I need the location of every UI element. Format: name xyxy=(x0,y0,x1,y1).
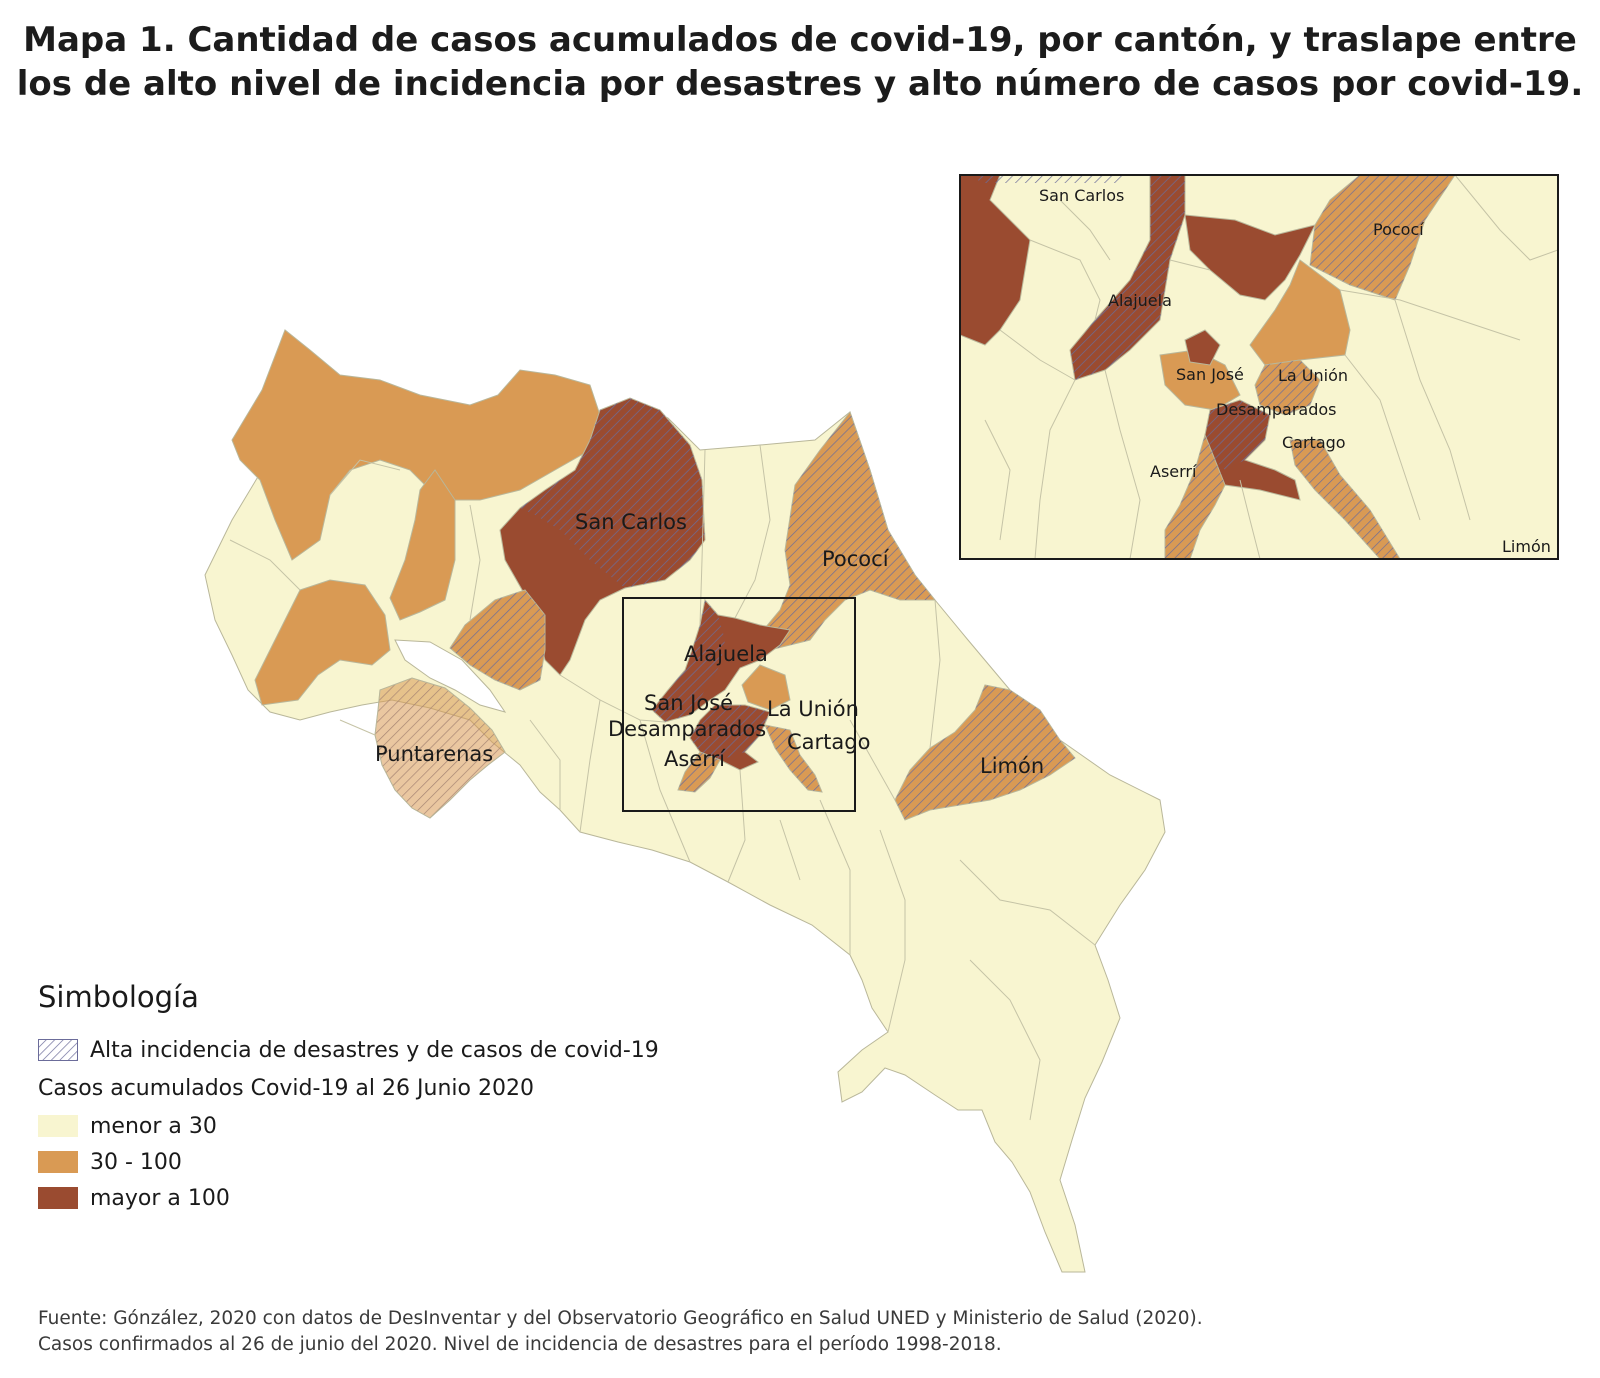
swatch-high xyxy=(38,1187,78,1209)
map-title: Mapa 1. Cantidad de casos acumulados de … xyxy=(0,18,1600,106)
inset-pococi-hatch xyxy=(1310,175,1455,300)
inset-san-carlos-hatch xyxy=(975,175,1125,183)
alajuela-hatch xyxy=(652,600,725,722)
inset-desamparados-hatch xyxy=(1205,400,1270,470)
inset-cartago-hatch xyxy=(1290,440,1400,559)
inset-frame xyxy=(959,174,1559,560)
inset-label-pococi: Pococí xyxy=(1373,220,1424,239)
label-la-union: La Unión xyxy=(767,697,859,721)
swatch-low xyxy=(38,1115,78,1137)
source-note: Fuente: Gónzález, 2020 con datos de DesI… xyxy=(38,1306,1203,1358)
label-san-jose: San José xyxy=(644,691,733,715)
san-carlos-hatch xyxy=(520,398,705,588)
label-san-carlos: San Carlos xyxy=(575,510,687,534)
label-cartago: Cartago xyxy=(787,730,870,754)
legend-class-mid: 30 - 100 xyxy=(38,1144,659,1180)
swatch-mid xyxy=(38,1151,78,1173)
inset-label-limon: Limón xyxy=(1502,537,1551,556)
legend: Simbología Alta incidencia de desastres … xyxy=(38,980,659,1216)
san-jose-canton xyxy=(741,664,791,711)
country-base xyxy=(204,394,1166,1273)
gulf-of-nicoya xyxy=(394,639,507,713)
map-title-line-1: Mapa 1. Cantidad de casos acumulados de … xyxy=(23,20,1577,60)
inset-la-union-hatch xyxy=(1255,360,1320,415)
inset-label-la-union: La Unión xyxy=(1278,366,1348,385)
label-pococi: Pococí xyxy=(822,547,890,571)
label-limon: Limón xyxy=(980,754,1044,778)
inset-aserri-hatch xyxy=(1165,435,1225,559)
legend-class-high-label: mayor a 100 xyxy=(90,1185,230,1211)
inset-san-jose-high xyxy=(1184,329,1221,366)
inset-label-desamparados: Desamparados xyxy=(1216,400,1337,419)
inset-label-san-carlos: San Carlos xyxy=(1039,186,1124,205)
aserri-hatch xyxy=(678,752,720,792)
label-desamparados: Desamparados xyxy=(608,717,766,741)
legend-hatch-item: Alta incidencia de desastres y de casos … xyxy=(38,1032,659,1068)
guanacaste-north xyxy=(231,329,601,561)
inset-label-alajuela: Alajuela xyxy=(1108,291,1172,310)
inset-label-cartago: Cartago xyxy=(1282,433,1346,452)
legend-class-mid-label: 30 - 100 xyxy=(90,1149,182,1175)
inset-map: San Carlos Pococí Alajuela San José La U… xyxy=(959,174,1559,560)
legend-class-low-label: menor a 30 xyxy=(90,1113,217,1139)
desamparados-hatch xyxy=(690,705,770,760)
pococi-hatch xyxy=(755,412,935,650)
hatch-swatch-icon xyxy=(38,1039,78,1061)
legend-class-low: menor a 30 xyxy=(38,1108,659,1144)
label-aserri: Aserrí xyxy=(664,747,726,771)
legend-class-high: mayor a 100 xyxy=(38,1180,659,1216)
inset-alajuela-hatch xyxy=(1070,175,1185,380)
inset-label-san-jose: San José xyxy=(1176,365,1244,384)
inset-locator-box xyxy=(622,597,856,812)
label-alajuela: Alajuela xyxy=(684,642,768,666)
source-line-2: Casos confirmados al 26 de junio del 202… xyxy=(38,1334,1002,1355)
guanacaste-central xyxy=(254,579,391,706)
puntarenas-peninsula-fill xyxy=(374,677,506,819)
puntarenas-coast-hatch xyxy=(450,590,545,690)
map-title-line-2: los de alto nivel de incidencia por desa… xyxy=(16,64,1584,104)
legend-title: Simbología xyxy=(38,980,199,1014)
inset-north-high xyxy=(1184,214,1316,301)
inset-label-aserri: Aserrí xyxy=(1150,462,1197,481)
cartago-hatch xyxy=(765,725,822,792)
inset-canton-borders xyxy=(984,175,1558,559)
inset-san-carlos-west xyxy=(960,175,1031,346)
legend-subtitle: Casos acumulados Covid-19 al 26 Junio 20… xyxy=(38,1075,534,1101)
source-line-1: Fuente: Gónzález, 2020 con datos de DesI… xyxy=(38,1308,1203,1329)
limon-hatch xyxy=(895,685,1075,820)
canton-borders xyxy=(229,444,1096,1121)
label-puntarenas: Puntarenas xyxy=(375,742,493,766)
tilaran-canton xyxy=(389,469,456,621)
legend-hatch-label: Alta incidencia de desastres y de casos … xyxy=(90,1037,659,1063)
main-map xyxy=(204,329,1166,1273)
